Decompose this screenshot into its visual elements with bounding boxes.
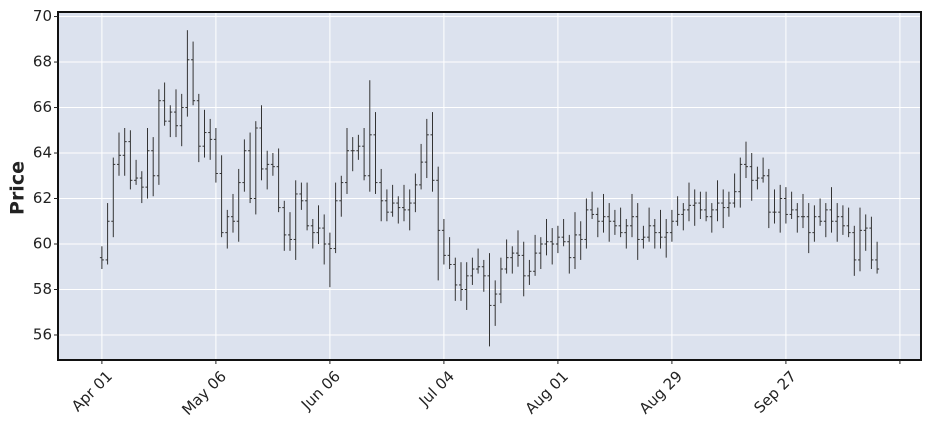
x-tick-label: Sep 27 [750, 367, 800, 417]
y-tick-label: 64 [33, 144, 52, 162]
x-tick-label: Jun 06 [297, 367, 344, 414]
y-tick-label: 68 [33, 53, 52, 71]
x-tick-label: Apr 01 [68, 367, 116, 415]
y-tick-label: 66 [33, 98, 52, 116]
y-tick-label: 62 [33, 189, 52, 207]
x-tick-label: Aug 01 [522, 367, 572, 417]
y-axis-label: Price [7, 161, 29, 215]
x-tick-label: Aug 29 [636, 367, 686, 417]
x-tick-label: May 06 [178, 367, 230, 419]
y-tick-label: 70 [33, 7, 52, 25]
y-tick-label: 56 [33, 325, 52, 343]
y-tick-label: 58 [33, 280, 52, 298]
y-tick-label: 60 [33, 235, 52, 253]
x-tick-label: Jul 04 [415, 367, 458, 410]
plot-frame [57, 11, 922, 361]
